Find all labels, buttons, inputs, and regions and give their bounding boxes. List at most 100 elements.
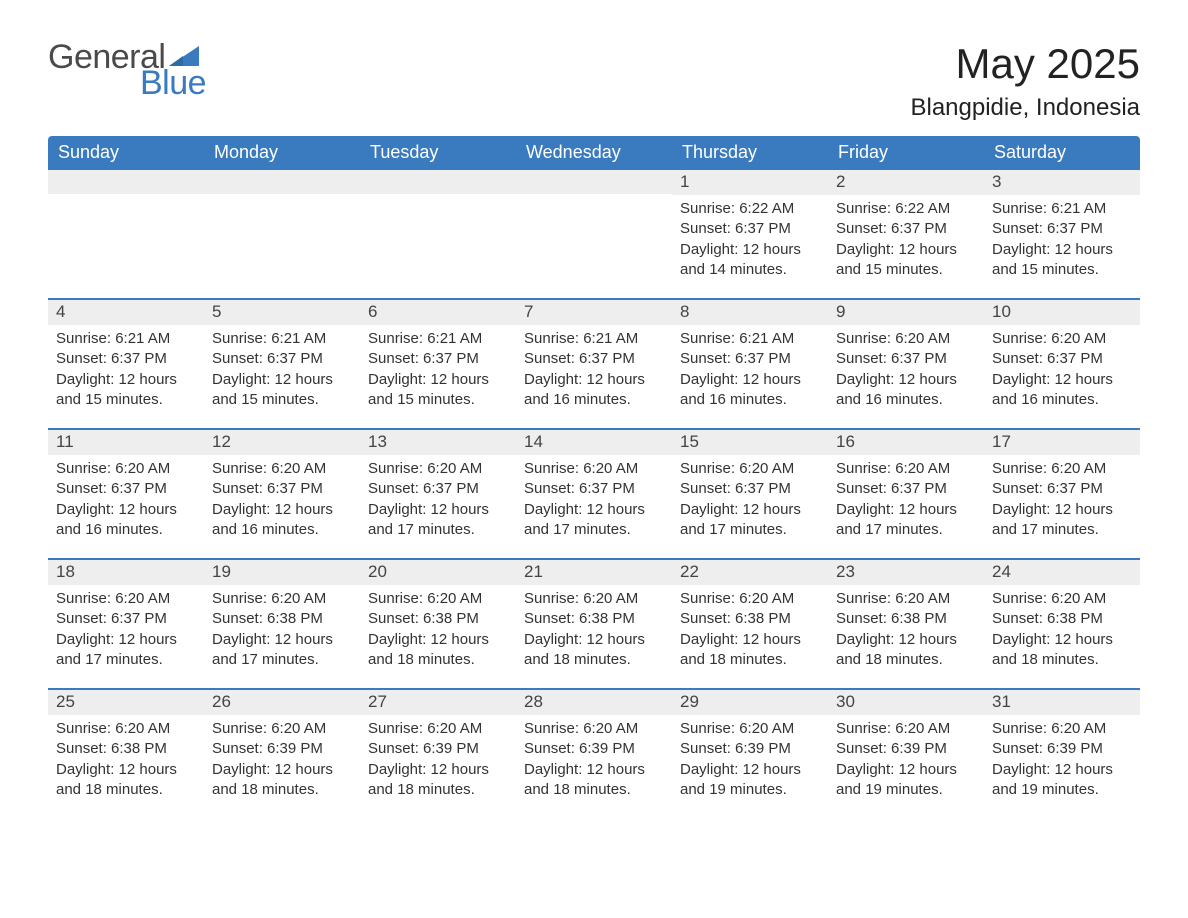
sunrise-line: Sunrise: 6:20 AM bbox=[368, 719, 508, 739]
sunset-line: Sunset: 6:38 PM bbox=[368, 609, 508, 629]
day-details: Sunrise: 6:21 AMSunset: 6:37 PMDaylight:… bbox=[204, 325, 360, 416]
day-details: Sunrise: 6:20 AMSunset: 6:39 PMDaylight:… bbox=[984, 715, 1140, 806]
sunset-line: Sunset: 6:39 PM bbox=[524, 739, 664, 759]
weekday-header: Thursday bbox=[672, 136, 828, 170]
sunset-line: Sunset: 6:37 PM bbox=[212, 349, 352, 369]
sunset-line: Sunset: 6:39 PM bbox=[212, 739, 352, 759]
calendar-day-cell: 11Sunrise: 6:20 AMSunset: 6:37 PMDayligh… bbox=[48, 430, 204, 558]
weekday-header: Saturday bbox=[984, 136, 1140, 170]
daylight-line: Daylight: 12 hours and 15 minutes. bbox=[992, 240, 1132, 281]
weekday-header: Wednesday bbox=[516, 136, 672, 170]
empty-day-bar bbox=[360, 170, 516, 194]
day-details: Sunrise: 6:22 AMSunset: 6:37 PMDaylight:… bbox=[672, 195, 828, 286]
weekday-header: Sunday bbox=[48, 136, 204, 170]
brand-logo: General Blue bbox=[48, 40, 206, 100]
calendar-empty-cell bbox=[204, 170, 360, 298]
daylight-line: Daylight: 12 hours and 18 minutes. bbox=[212, 760, 352, 801]
sunset-line: Sunset: 6:39 PM bbox=[680, 739, 820, 759]
sunrise-line: Sunrise: 6:20 AM bbox=[680, 719, 820, 739]
sunset-line: Sunset: 6:37 PM bbox=[836, 479, 976, 499]
day-number: 1 bbox=[672, 170, 828, 195]
day-number: 23 bbox=[828, 560, 984, 585]
day-details: Sunrise: 6:20 AMSunset: 6:37 PMDaylight:… bbox=[672, 455, 828, 546]
daylight-line: Daylight: 12 hours and 16 minutes. bbox=[836, 370, 976, 411]
day-details: Sunrise: 6:20 AMSunset: 6:38 PMDaylight:… bbox=[828, 585, 984, 676]
day-number: 8 bbox=[672, 300, 828, 325]
daylight-line: Daylight: 12 hours and 15 minutes. bbox=[368, 370, 508, 411]
day-number: 18 bbox=[48, 560, 204, 585]
day-number: 9 bbox=[828, 300, 984, 325]
day-number: 5 bbox=[204, 300, 360, 325]
calendar-day-cell: 18Sunrise: 6:20 AMSunset: 6:37 PMDayligh… bbox=[48, 560, 204, 688]
day-details: Sunrise: 6:20 AMSunset: 6:39 PMDaylight:… bbox=[360, 715, 516, 806]
day-number: 2 bbox=[828, 170, 984, 195]
day-details: Sunrise: 6:20 AMSunset: 6:37 PMDaylight:… bbox=[516, 455, 672, 546]
day-details: Sunrise: 6:21 AMSunset: 6:37 PMDaylight:… bbox=[984, 195, 1140, 286]
sunset-line: Sunset: 6:37 PM bbox=[680, 349, 820, 369]
day-number: 7 bbox=[516, 300, 672, 325]
calendar-day-cell: 13Sunrise: 6:20 AMSunset: 6:37 PMDayligh… bbox=[360, 430, 516, 558]
day-details: Sunrise: 6:22 AMSunset: 6:37 PMDaylight:… bbox=[828, 195, 984, 286]
sunrise-line: Sunrise: 6:20 AM bbox=[368, 589, 508, 609]
sunrise-line: Sunrise: 6:20 AM bbox=[836, 589, 976, 609]
sunrise-line: Sunrise: 6:20 AM bbox=[836, 719, 976, 739]
sunset-line: Sunset: 6:37 PM bbox=[680, 219, 820, 239]
sunset-line: Sunset: 6:37 PM bbox=[368, 479, 508, 499]
day-details: Sunrise: 6:21 AMSunset: 6:37 PMDaylight:… bbox=[516, 325, 672, 416]
sunset-line: Sunset: 6:38 PM bbox=[212, 609, 352, 629]
weekday-header: Friday bbox=[828, 136, 984, 170]
calendar-day-cell: 21Sunrise: 6:20 AMSunset: 6:38 PMDayligh… bbox=[516, 560, 672, 688]
sunrise-line: Sunrise: 6:20 AM bbox=[680, 459, 820, 479]
daylight-line: Daylight: 12 hours and 18 minutes. bbox=[836, 630, 976, 671]
weekday-header: Monday bbox=[204, 136, 360, 170]
brand-word-2: Blue bbox=[140, 66, 206, 100]
sunset-line: Sunset: 6:37 PM bbox=[56, 609, 196, 629]
sunrise-line: Sunrise: 6:20 AM bbox=[992, 329, 1132, 349]
day-number: 26 bbox=[204, 690, 360, 715]
day-number: 31 bbox=[984, 690, 1140, 715]
calendar-day-cell: 31Sunrise: 6:20 AMSunset: 6:39 PMDayligh… bbox=[984, 690, 1140, 818]
calendar-day-cell: 7Sunrise: 6:21 AMSunset: 6:37 PMDaylight… bbox=[516, 300, 672, 428]
calendar-week: 4Sunrise: 6:21 AMSunset: 6:37 PMDaylight… bbox=[48, 298, 1140, 428]
calendar-day-cell: 28Sunrise: 6:20 AMSunset: 6:39 PMDayligh… bbox=[516, 690, 672, 818]
empty-day-bar bbox=[48, 170, 204, 194]
daylight-line: Daylight: 12 hours and 17 minutes. bbox=[212, 630, 352, 671]
sunset-line: Sunset: 6:38 PM bbox=[56, 739, 196, 759]
calendar-day-cell: 1Sunrise: 6:22 AMSunset: 6:37 PMDaylight… bbox=[672, 170, 828, 298]
daylight-line: Daylight: 12 hours and 17 minutes. bbox=[368, 500, 508, 541]
sunset-line: Sunset: 6:37 PM bbox=[992, 479, 1132, 499]
daylight-line: Daylight: 12 hours and 17 minutes. bbox=[680, 500, 820, 541]
daylight-line: Daylight: 12 hours and 15 minutes. bbox=[56, 370, 196, 411]
calendar-week: 25Sunrise: 6:20 AMSunset: 6:38 PMDayligh… bbox=[48, 688, 1140, 818]
calendar-day-cell: 25Sunrise: 6:20 AMSunset: 6:38 PMDayligh… bbox=[48, 690, 204, 818]
day-details: Sunrise: 6:20 AMSunset: 6:38 PMDaylight:… bbox=[984, 585, 1140, 676]
sunset-line: Sunset: 6:37 PM bbox=[212, 479, 352, 499]
day-number: 30 bbox=[828, 690, 984, 715]
sunrise-line: Sunrise: 6:20 AM bbox=[524, 459, 664, 479]
daylight-line: Daylight: 12 hours and 16 minutes. bbox=[524, 370, 664, 411]
sunrise-line: Sunrise: 6:20 AM bbox=[212, 459, 352, 479]
day-details: Sunrise: 6:21 AMSunset: 6:37 PMDaylight:… bbox=[48, 325, 204, 416]
day-details: Sunrise: 6:20 AMSunset: 6:38 PMDaylight:… bbox=[516, 585, 672, 676]
sunrise-line: Sunrise: 6:20 AM bbox=[992, 589, 1132, 609]
calendar-empty-cell bbox=[360, 170, 516, 298]
sunrise-line: Sunrise: 6:21 AM bbox=[56, 329, 196, 349]
day-details: Sunrise: 6:20 AMSunset: 6:37 PMDaylight:… bbox=[828, 455, 984, 546]
calendar-day-cell: 6Sunrise: 6:21 AMSunset: 6:37 PMDaylight… bbox=[360, 300, 516, 428]
sunrise-line: Sunrise: 6:20 AM bbox=[680, 589, 820, 609]
calendar-day-cell: 24Sunrise: 6:20 AMSunset: 6:38 PMDayligh… bbox=[984, 560, 1140, 688]
sunset-line: Sunset: 6:37 PM bbox=[56, 479, 196, 499]
calendar-day-cell: 20Sunrise: 6:20 AMSunset: 6:38 PMDayligh… bbox=[360, 560, 516, 688]
daylight-line: Daylight: 12 hours and 18 minutes. bbox=[368, 760, 508, 801]
day-number: 13 bbox=[360, 430, 516, 455]
day-details: Sunrise: 6:20 AMSunset: 6:37 PMDaylight:… bbox=[984, 325, 1140, 416]
calendar-day-cell: 17Sunrise: 6:20 AMSunset: 6:37 PMDayligh… bbox=[984, 430, 1140, 558]
daylight-line: Daylight: 12 hours and 16 minutes. bbox=[680, 370, 820, 411]
sunset-line: Sunset: 6:38 PM bbox=[680, 609, 820, 629]
daylight-line: Daylight: 12 hours and 18 minutes. bbox=[524, 630, 664, 671]
sunrise-line: Sunrise: 6:21 AM bbox=[680, 329, 820, 349]
daylight-line: Daylight: 12 hours and 17 minutes. bbox=[992, 500, 1132, 541]
sunset-line: Sunset: 6:38 PM bbox=[992, 609, 1132, 629]
day-number: 6 bbox=[360, 300, 516, 325]
calendar-page: General Blue May 2025 Blangpidie, Indone… bbox=[0, 0, 1188, 858]
